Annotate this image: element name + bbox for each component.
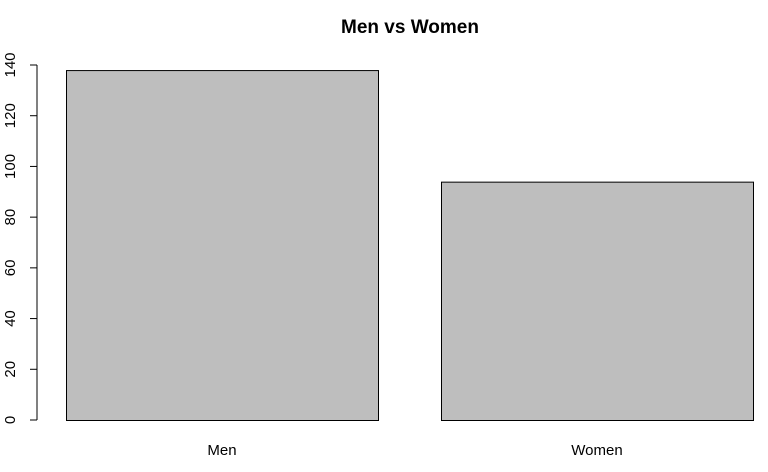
y-tick-label: 140 — [2, 52, 19, 77]
x-tick-label: Women — [571, 442, 622, 459]
y-tick-label: 60 — [2, 260, 19, 277]
y-tick-label: 40 — [2, 310, 19, 327]
bar-women — [441, 181, 754, 421]
y-tick-label: 20 — [2, 361, 19, 378]
x-axis-labels: Men Women — [207, 442, 622, 459]
y-tick-label: 80 — [2, 209, 19, 226]
x-tick-label: Men — [207, 442, 236, 459]
y-axis: 0 20 40 60 80 100 120 140 — [2, 52, 38, 424]
y-tick-label: 120 — [2, 103, 19, 128]
y-tick-label: 100 — [2, 154, 19, 179]
y-tick-label: 0 — [2, 416, 19, 424]
bar-men — [66, 70, 379, 421]
bars — [66, 70, 754, 421]
chart-title: Men vs Women — [341, 17, 479, 38]
